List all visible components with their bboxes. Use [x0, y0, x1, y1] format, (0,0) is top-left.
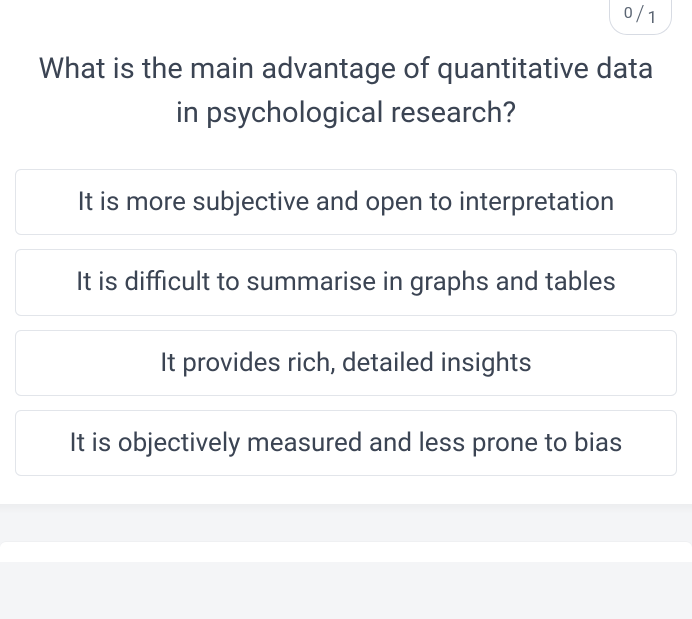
options-list: It is more subjective and open to interp…: [15, 169, 677, 476]
quiz-card: 0 / 1 What is the main advantage of quan…: [0, 0, 692, 504]
score-numerator: 0: [624, 5, 633, 21]
next-card-peek: [0, 542, 692, 562]
score-badge: 0 / 1: [609, 0, 672, 35]
option-2[interactable]: It provides rich, detailed insights: [15, 330, 677, 396]
card-shadow: [0, 504, 692, 514]
question-text: What is the main advantage of quantitati…: [26, 0, 666, 169]
option-1[interactable]: It is difficult to summarise in graphs a…: [15, 249, 677, 315]
score-separator: /: [636, 4, 645, 26]
option-0[interactable]: It is more subjective and open to interp…: [15, 169, 677, 235]
option-3[interactable]: It is objectively measured and less pron…: [15, 410, 677, 476]
score-denominator: 1: [647, 10, 657, 27]
